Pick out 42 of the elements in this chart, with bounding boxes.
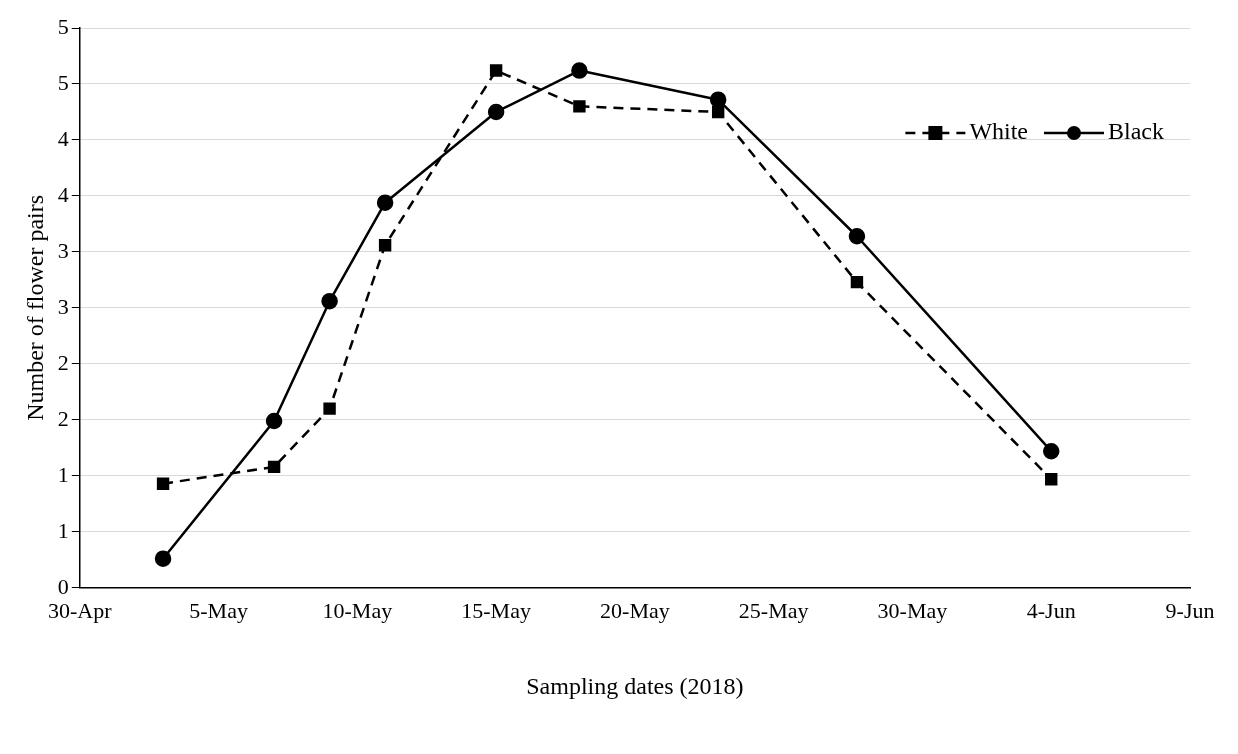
y-tick-label: 5 bbox=[57, 69, 69, 95]
point bbox=[323, 402, 336, 415]
x-tick-label: 30-Apr bbox=[48, 597, 113, 623]
y-tick-label: 4 bbox=[57, 181, 69, 207]
x-tick-label: 10-May bbox=[322, 597, 393, 623]
point bbox=[709, 91, 727, 108]
point bbox=[850, 275, 864, 289]
point bbox=[489, 64, 503, 77]
y-tick-label: 3 bbox=[57, 237, 69, 263]
y-tick-label: 4 bbox=[57, 125, 69, 151]
point bbox=[571, 62, 588, 79]
legend-label: Black bbox=[1108, 118, 1164, 145]
x-tick-label: 15-May bbox=[461, 597, 531, 623]
point bbox=[376, 194, 394, 211]
point bbox=[321, 292, 338, 310]
legend-label: White bbox=[969, 118, 1029, 145]
x-tick-label: 5-May bbox=[189, 597, 248, 623]
y-tick-label: 2 bbox=[57, 349, 69, 375]
y-tick-label: 5 bbox=[57, 13, 69, 39]
point bbox=[154, 550, 172, 567]
x-tick-label: 9-Jun bbox=[1165, 597, 1215, 623]
y-axis-title: Number of flower pairs bbox=[21, 194, 48, 421]
point bbox=[1042, 442, 1060, 460]
point bbox=[711, 105, 725, 119]
point bbox=[573, 100, 586, 113]
point bbox=[265, 412, 283, 430]
x-tick-label: 25-May bbox=[738, 597, 809, 623]
x-tick-label: 4-Jun bbox=[1026, 597, 1076, 623]
point bbox=[848, 228, 866, 245]
point bbox=[1045, 473, 1058, 486]
x-axis-title: Sampling dates (2018) bbox=[526, 672, 744, 699]
y-tick-label: 3 bbox=[57, 293, 69, 319]
x-tick-label: 30-May bbox=[877, 597, 948, 623]
y-tick-label: 0 bbox=[57, 573, 69, 599]
point bbox=[156, 477, 170, 490]
point bbox=[487, 103, 505, 121]
x-tick-label: 20-May bbox=[600, 597, 670, 623]
y-tick-label: 1 bbox=[57, 517, 69, 543]
y-tick-label: 1 bbox=[57, 461, 69, 487]
y-tick-label: 2 bbox=[57, 405, 69, 431]
point bbox=[378, 239, 392, 252]
point bbox=[267, 460, 281, 474]
